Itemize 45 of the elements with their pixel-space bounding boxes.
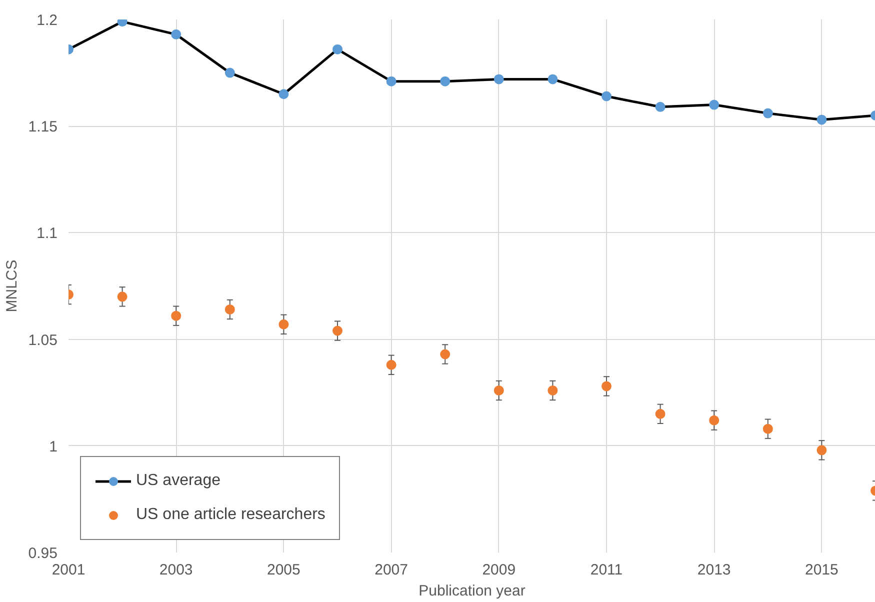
point (602, 381, 612, 392)
point (171, 310, 182, 321)
x-tick-label: 2005 (267, 562, 300, 578)
x-tick-label: 2009 (482, 562, 516, 578)
point (709, 415, 720, 426)
point (332, 326, 342, 336)
point (386, 360, 396, 370)
y-axis-title: MNLCS (3, 260, 20, 312)
point (655, 408, 666, 419)
point (278, 319, 289, 330)
point (171, 29, 182, 40)
point (602, 91, 612, 102)
x-tick-label: 2003 (159, 562, 193, 578)
point (440, 76, 450, 86)
point (816, 114, 827, 125)
point (494, 74, 504, 84)
y-tick-label: 1.1 (36, 225, 58, 242)
point (762, 108, 773, 118)
y-tick-label: 1 (49, 438, 58, 456)
point (709, 100, 720, 110)
x-tick-label: 2015 (805, 562, 838, 578)
point (440, 349, 450, 360)
legend-label: US average (136, 472, 220, 490)
y-tick-label: 1.05 (28, 332, 58, 349)
x-tick-label: 2011 (590, 562, 623, 578)
point (494, 385, 504, 396)
x-axis-title: Publication year (418, 582, 526, 600)
y-tick-label: 0.95 (28, 545, 58, 562)
y-tick-label: 1.15 (28, 118, 58, 136)
point (762, 424, 773, 434)
point (224, 68, 235, 78)
x-tick-label: 2013 (697, 562, 731, 578)
point (548, 74, 558, 84)
point (386, 76, 396, 86)
point (117, 292, 128, 302)
point (332, 44, 342, 54)
x-tick-label: 2001 (52, 562, 86, 578)
point (548, 385, 558, 396)
y-tick-label: 1.2 (36, 12, 58, 29)
point (816, 445, 827, 456)
x-tick-label: 2007 (374, 562, 408, 578)
point (655, 102, 666, 112)
point (278, 89, 289, 100)
point (224, 304, 235, 314)
legend-label: US one article researchers (136, 506, 326, 524)
